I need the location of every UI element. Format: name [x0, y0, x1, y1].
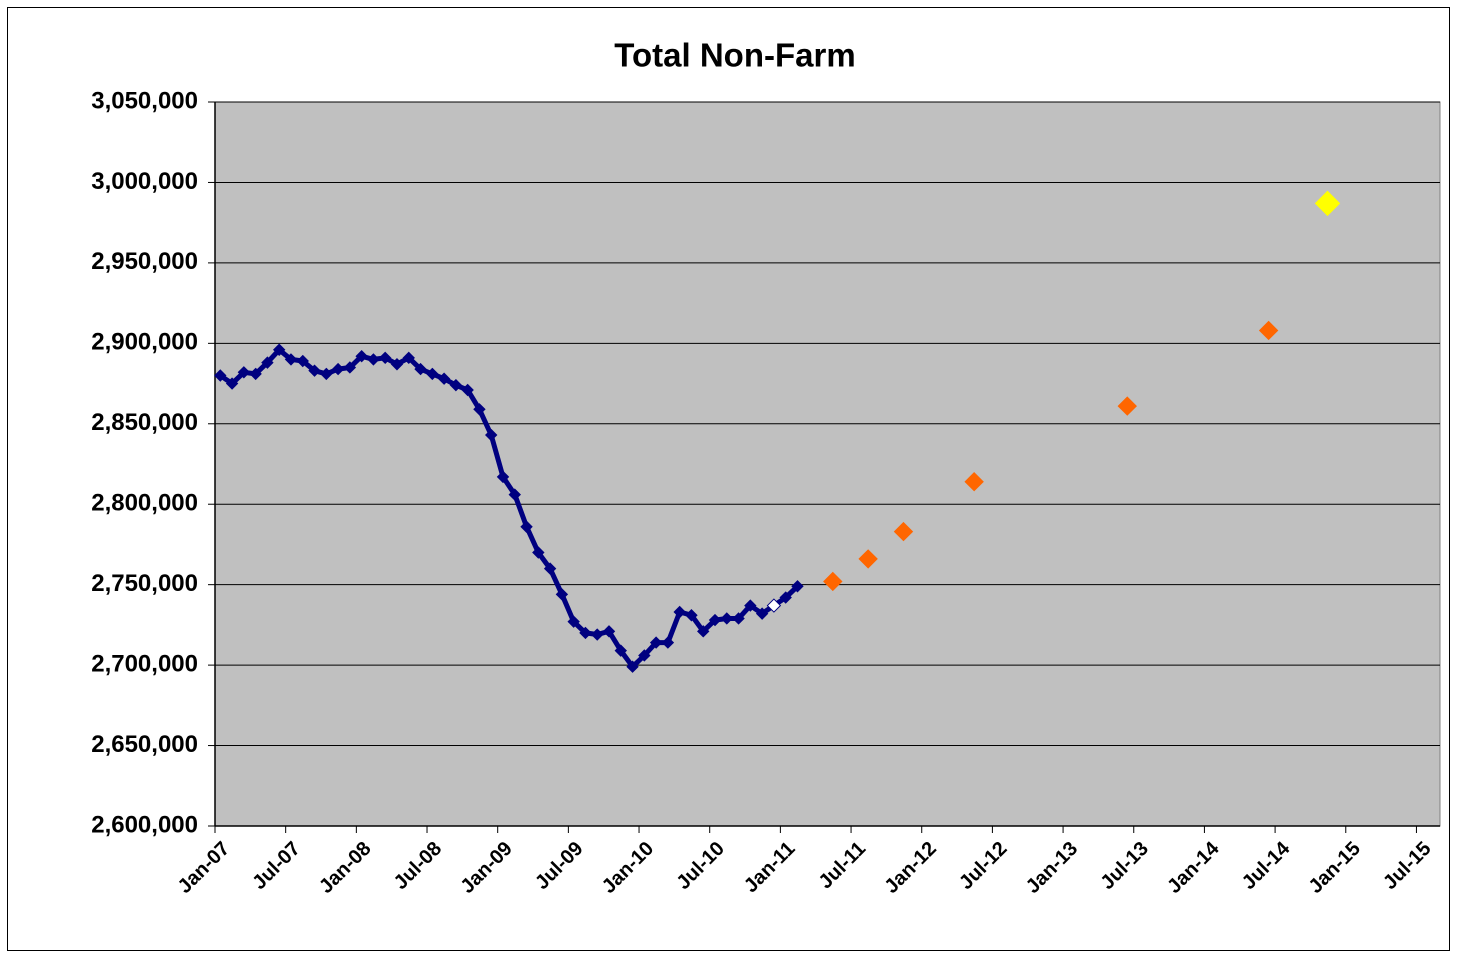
- y-tick-label: 2,800,000: [91, 490, 198, 517]
- data-point: [249, 367, 262, 381]
- data-point: [284, 353, 298, 366]
- y-tick-label: 2,850,000: [91, 409, 198, 436]
- data-point: [791, 580, 804, 593]
- data-point: [638, 649, 651, 662]
- data-point: [823, 571, 843, 592]
- data-point: [964, 471, 984, 492]
- data-point: [579, 626, 592, 640]
- data-point: [520, 520, 533, 533]
- data-point: [237, 366, 251, 379]
- data-point: [367, 353, 380, 366]
- data-point: [591, 628, 604, 641]
- data-point: [378, 351, 392, 365]
- data-point: [225, 377, 239, 390]
- data-point: [543, 562, 557, 575]
- data-point: [685, 609, 698, 622]
- y-tick-label: 2,900,000: [91, 329, 198, 356]
- data-point: [1258, 320, 1279, 341]
- data-point: [1314, 190, 1341, 217]
- y-tick-label: 2,600,000: [91, 811, 198, 838]
- y-tick-label: 2,700,000: [91, 650, 198, 677]
- data-point: [567, 615, 580, 628]
- y-tick-label: 3,000,000: [91, 168, 198, 195]
- data-point: [626, 660, 639, 673]
- y-tick-label: 2,950,000: [91, 248, 198, 275]
- data-point: [508, 488, 521, 501]
- data-point: [485, 428, 498, 442]
- data-point: [414, 362, 427, 376]
- data-point: [355, 349, 368, 363]
- data-point: [720, 612, 733, 625]
- data-point: [744, 599, 757, 612]
- data-point: [214, 369, 227, 382]
- data-point: [766, 598, 782, 613]
- data-point: [602, 625, 616, 638]
- data-point: [614, 644, 627, 657]
- data-point: [555, 588, 569, 601]
- data-point: [426, 367, 439, 381]
- y-tick-label: 2,750,000: [91, 570, 198, 597]
- y-tick-label: 3,050,000: [91, 87, 198, 114]
- chart-title: Total Non-Farm: [614, 37, 855, 74]
- data-point: [708, 613, 722, 627]
- data-point: [473, 403, 486, 416]
- data-point: [449, 378, 463, 392]
- data-point: [390, 358, 404, 371]
- y-tick-label: 2,650,000: [91, 731, 198, 758]
- data-point: [402, 351, 415, 365]
- data-point: [661, 636, 675, 649]
- data-point: [496, 470, 510, 484]
- data-point: [858, 549, 878, 569]
- data-point: [272, 343, 286, 356]
- data-point: [461, 383, 474, 397]
- data-point: [649, 636, 663, 649]
- data-point: [673, 605, 686, 619]
- data-point: [532, 546, 545, 559]
- data-point: [343, 361, 357, 374]
- data-point: [697, 625, 710, 638]
- data-point: [320, 367, 333, 381]
- data-point: [732, 612, 745, 625]
- data-point: [893, 521, 914, 542]
- data-point: [331, 362, 345, 376]
- data-point: [308, 364, 321, 377]
- plot-area: [214, 101, 1441, 827]
- data-point: [755, 607, 769, 620]
- data-point: [1117, 396, 1137, 416]
- data-point: [296, 354, 309, 368]
- data-point: [261, 356, 274, 369]
- data-point: [779, 591, 792, 604]
- data-point: [437, 372, 451, 385]
